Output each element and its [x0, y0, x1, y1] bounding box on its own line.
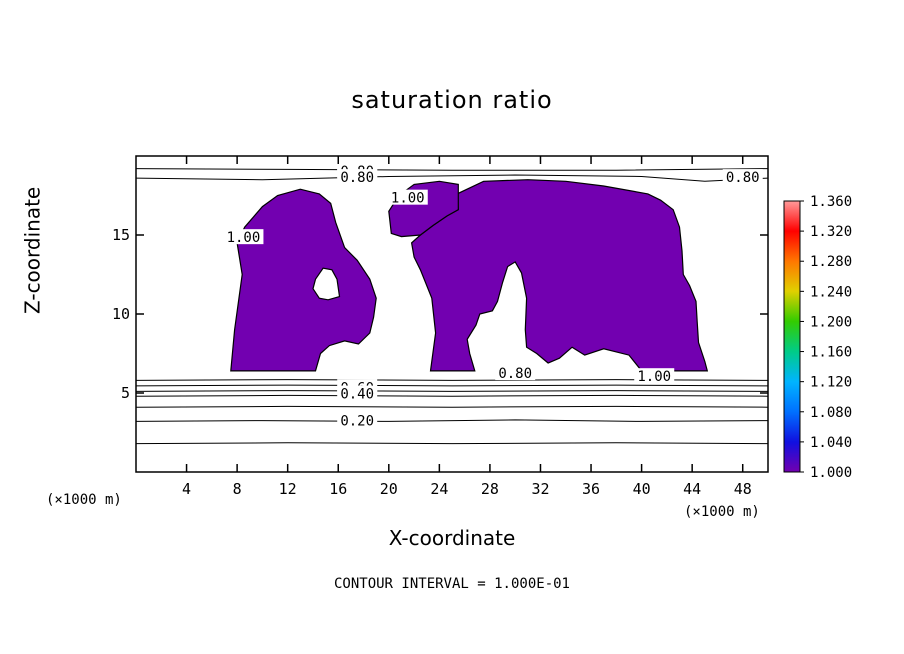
x-tick-label-32: 32 — [531, 480, 549, 498]
contour-label-bg-8 — [337, 385, 378, 401]
contour-label-2: 0.80 — [726, 170, 760, 186]
colorbar-label-1: 1.320 — [810, 224, 852, 240]
contour-label-6: 1.00 — [637, 369, 671, 385]
x-tick-label-4: 4 — [182, 480, 191, 498]
x-tick-label-8: 8 — [233, 480, 242, 498]
contour-label-bg-4 — [223, 229, 264, 245]
contour-line-7 — [135, 168, 769, 171]
contour-label-4: 1.00 — [227, 230, 261, 246]
contour-line-2 — [135, 405, 769, 408]
x-tick-label-44: 44 — [683, 480, 701, 498]
contour-label-1: 0.80 — [340, 170, 374, 186]
contour-label-8: 0.40 — [340, 387, 374, 403]
x-tick-label-12: 12 — [279, 480, 297, 498]
x-tick-label-16: 16 — [329, 480, 347, 498]
contour-label-bg-1 — [337, 169, 378, 185]
contour-label-9: 0.20 — [340, 413, 374, 429]
colorbar-label-8: 1.040 — [810, 435, 852, 451]
y-tick-label-5: 5 — [121, 384, 130, 402]
x-tick-label-24: 24 — [430, 480, 448, 498]
contour-label-bg-2 — [722, 169, 763, 185]
colorbar-label-6: 1.120 — [810, 375, 852, 391]
y-axis-label: Z-coordinate — [20, 186, 45, 314]
contour-label-3: 1.00 — [391, 191, 425, 207]
contour-label-5: 0.80 — [498, 366, 532, 382]
contour-line-4 — [135, 390, 769, 392]
colorbar — [783, 200, 801, 473]
contour-line-0 — [135, 419, 769, 422]
x-tick-label-20: 20 — [380, 480, 398, 498]
contour-label-bg-3 — [387, 189, 428, 205]
y-axis-unit: (×1000 m) — [46, 492, 122, 508]
contour-label-bg-9 — [337, 412, 378, 428]
y-tick-label-10: 10 — [112, 305, 130, 323]
contour-line-1 — [135, 442, 769, 445]
x-tick-label-36: 36 — [582, 480, 600, 498]
colorbar-label-3: 1.240 — [810, 284, 852, 300]
x-tick-label-48: 48 — [734, 480, 752, 498]
colorbar-label-0: 1.360 — [810, 194, 852, 210]
contour-interval-note: CONTOUR INTERVAL = 1.000E-01 — [333, 576, 570, 592]
colorbar-label-4: 1.200 — [810, 314, 852, 330]
colorbar-label-9: 1.000 — [810, 465, 852, 481]
contour-line-8 — [135, 174, 769, 182]
contour-label-bg-6 — [634, 368, 675, 384]
colorbar-label-7: 1.080 — [810, 405, 852, 421]
contour-line-5 — [135, 384, 769, 387]
region-left-plume — [230, 188, 377, 372]
x-tick-label-28: 28 — [481, 480, 499, 498]
x-axis-label: X-coordinate — [388, 526, 516, 550]
x-axis-unit: (×1000 m) — [684, 504, 760, 520]
y-tick-label-15: 15 — [112, 226, 130, 244]
colorbar-label-2: 1.280 — [810, 254, 852, 270]
colorbar-label-5: 1.160 — [810, 345, 852, 361]
chart-title: saturation ratio — [351, 86, 553, 114]
contour-line-3 — [135, 394, 769, 397]
contour-label-bg-5 — [495, 365, 536, 381]
x-tick-label-40: 40 — [633, 480, 651, 498]
